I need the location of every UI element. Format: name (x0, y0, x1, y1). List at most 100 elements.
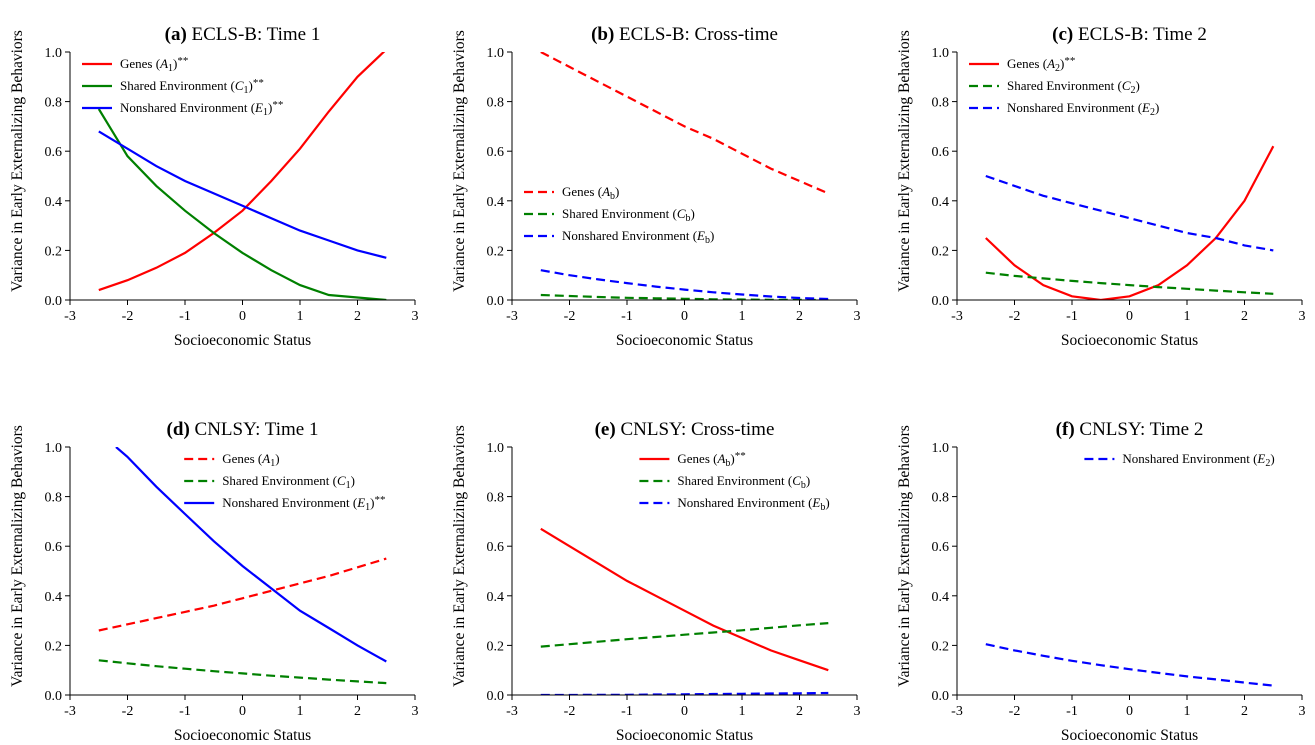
legend-symbol: C (677, 206, 686, 221)
chart-panel-e: (e) CNLSY: Cross-time -3 -2 -1 0 1 2 3 0.0 0.2 0.4… (451, 419, 861, 744)
legend-series-name: Nonshared Environment ( (1122, 451, 1257, 466)
legend: Genes (A1)**Shared Environment (C1)**Non… (82, 55, 283, 118)
legend: Nonshared Environment (E2) (1084, 451, 1275, 469)
chart-panel-b: (b) ECLS-B: Cross-time -3 -2 -1 0 1 2 3 0.0 0.2 0.… (451, 24, 861, 349)
y-tick-label: 0.2 (487, 639, 505, 654)
x-tick-label: -2 (122, 309, 134, 324)
y-tick-label: 1.0 (487, 46, 505, 61)
legend-symbol: A (261, 451, 270, 466)
legend-series-name: Shared Environment ( (562, 206, 677, 221)
legend-subscript: 2 (1265, 458, 1270, 469)
legend-subscript: b (610, 191, 615, 202)
y-tick-label: 0.8 (932, 96, 950, 111)
y-tick-label: 0.2 (487, 244, 505, 259)
x-tick-label: -1 (1066, 309, 1078, 324)
series-group (540, 527, 829, 695)
y-axis-label: Variance in Early Externalizing Behavior… (9, 425, 26, 687)
legend-symbol: A (716, 451, 725, 466)
x-tick-label: 3 (412, 704, 419, 719)
legend-label: Nonshared Environment (E1)** (120, 99, 283, 118)
legend-subscript: 2 (1150, 107, 1155, 118)
y-tick-label: 1.0 (45, 46, 63, 61)
panel-letter: (e) (595, 419, 616, 440)
chart-title: (c) ECLS-B: Time 2 (1052, 24, 1207, 45)
legend: Genes (A2)**Shared Environment (C2)Nonsh… (969, 55, 1159, 118)
y-axis-label: Variance in Early Externalizing Behavior… (451, 30, 468, 292)
legend-significance: ** (375, 494, 386, 506)
y-tick-label: 0.2 (932, 639, 950, 654)
legend-subscript: 2 (1055, 63, 1060, 74)
panel-letter: (c) (1052, 24, 1073, 45)
x-tick-label: 1 (297, 309, 304, 324)
legend-close: ) (806, 473, 810, 488)
series-line-genes (98, 52, 386, 292)
y-tick-label: 0.4 (487, 195, 505, 210)
legend-subscript: 2 (1130, 85, 1135, 96)
x-tick-label: 3 (1299, 309, 1306, 324)
panel-letter: (a) (165, 24, 187, 45)
series-line-shared-environment (985, 271, 1274, 295)
legend-label: Genes (A1) (222, 451, 279, 469)
legend-symbol: E (696, 228, 705, 243)
legend-close: ) (1135, 78, 1139, 93)
x-tick-label: 0 (239, 704, 246, 719)
legend-close: ) (690, 206, 694, 221)
legend-significance: ** (272, 99, 283, 111)
legend-symbol: E (1141, 100, 1150, 115)
y-axis-label: Variance in Early Externalizing Behavior… (896, 30, 913, 292)
legend-symbol: E (1256, 451, 1265, 466)
chart-title: (d) CNLSY: Time 1 (167, 419, 319, 440)
y-axis-label: Variance in Early Externalizing Behavior… (451, 425, 468, 687)
legend-significance: ** (177, 55, 188, 67)
x-tick-label: -3 (506, 704, 518, 719)
x-tick-label: 2 (354, 309, 361, 324)
legend-close: ) (710, 228, 714, 243)
x-tick-label: 1 (739, 309, 746, 324)
legend-significance: ** (253, 77, 264, 89)
y-tick-label: 0.4 (487, 590, 505, 605)
chart-title: (a) ECLS-B: Time 1 (165, 24, 321, 45)
series-line-nonshared-environment (98, 130, 387, 259)
legend-close: ) (825, 495, 829, 510)
x-tick-label: -2 (1009, 309, 1021, 324)
series-line-nonshared-environment (115, 447, 387, 663)
series-line-shared-environment (98, 659, 387, 685)
y-tick-label: 1.0 (487, 441, 505, 456)
y-tick-label: 0.6 (932, 540, 950, 555)
y-tick-label: 1.0 (932, 441, 950, 456)
x-tick-label: 3 (412, 309, 419, 324)
legend-close: ) (173, 56, 177, 71)
legend: Genes (A1)Shared Environment (C1)Nonshar… (184, 451, 386, 513)
series-line-nonshared-environment (985, 643, 1274, 687)
legend-label: Genes (Ab) (562, 184, 619, 202)
x-tick-label: 2 (1241, 309, 1248, 324)
legend-close: ) (351, 473, 355, 488)
legend-symbol: C (337, 473, 346, 488)
series-group (98, 447, 387, 685)
legend-label: Shared Environment (C1) (222, 473, 355, 491)
y-tick-label: 0.6 (487, 145, 505, 160)
legend-significance: ** (1064, 55, 1075, 67)
y-tick-label: 0.8 (45, 96, 63, 111)
series-group (97, 52, 387, 300)
series-line-nonshared-environment (985, 174, 1274, 252)
legend-series-name: Nonshared Environment ( (1007, 100, 1142, 115)
y-tick-label: 0.0 (932, 689, 950, 704)
y-tick-label: 0.0 (487, 294, 505, 309)
legend-series-name: Shared Environment ( (1007, 78, 1122, 93)
x-tick-label: 2 (796, 309, 803, 324)
legend-significance: ** (735, 450, 746, 462)
legend-symbol: A (1046, 56, 1055, 71)
x-tick-label: -2 (122, 704, 134, 719)
legend-series-name: Nonshared Environment ( (677, 495, 812, 510)
legend-symbol: A (601, 184, 610, 199)
chart-title-text: ECLS-B: Time 1 (187, 24, 321, 45)
chart-title-text: CNLSY: Cross-time (616, 419, 775, 440)
y-tick-label: 1.0 (45, 441, 63, 456)
y-tick-label: 0.4 (45, 195, 63, 210)
y-tick-label: 0.0 (487, 689, 505, 704)
x-tick-label: 2 (1241, 704, 1248, 719)
series-line-genes (540, 527, 829, 672)
series-line-genes (98, 557, 387, 632)
legend-series-name: Nonshared Environment ( (120, 100, 255, 115)
